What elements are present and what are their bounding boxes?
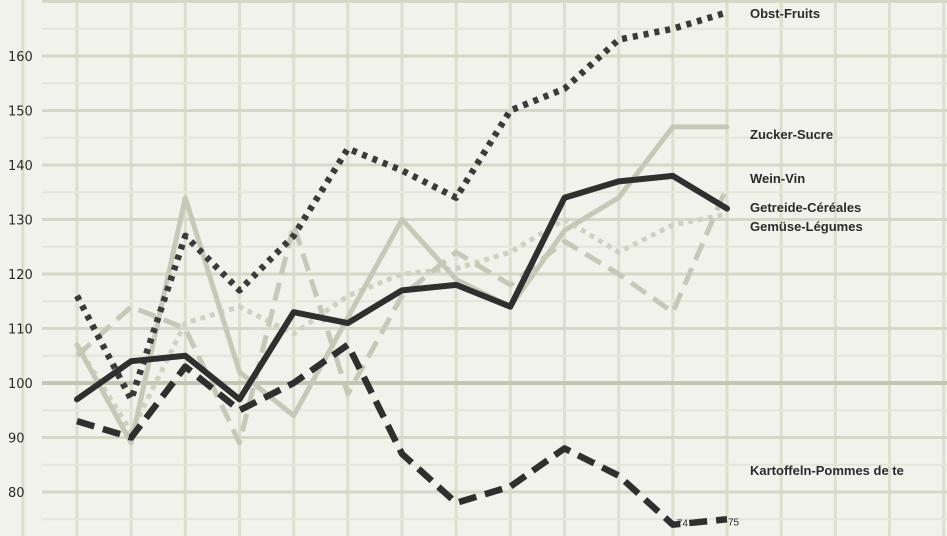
series-line-kartoffeln-pommes-de-terre [76, 341, 728, 528]
series-line-getreide-c-r-ales [75, 185, 730, 446]
y-tick-label: 100 [8, 377, 33, 392]
y-tick-label: 90 [8, 432, 25, 447]
series-label-kartoffeln: Kartoffeln-Pommes de te [750, 463, 904, 478]
end-label-74: 74 [677, 519, 689, 530]
series-lines [74, 9, 730, 528]
series-line-gem-se-l-gumes [74, 211, 728, 435]
y-axis-ticks: 80 90 100 110 120 130 140 150 160 [8, 50, 33, 501]
series-label-getreide-cereales: Getreide-Céréales [750, 200, 861, 215]
series-line-wein-vin [74, 172, 730, 403]
series-label-wein-vin: Wein-Vin [750, 171, 805, 186]
end-label-75: 75 [728, 517, 740, 528]
y-tick-label: 160 [8, 50, 33, 65]
y-tick-label: 80 [8, 486, 25, 501]
y-tick-label: 140 [8, 159, 33, 174]
series-line-obst-fruits [74, 9, 728, 403]
y-tick-label: 110 [8, 323, 33, 338]
series-label-obst-fruits: Obst-Fruits [750, 6, 820, 21]
y-tick-label: 130 [8, 214, 33, 229]
x-end-labels: 74 75 [677, 517, 740, 529]
grid [21, 0, 947, 536]
series-line-zucker-sucre [74, 124, 730, 446]
y-tick-label: 150 [8, 105, 33, 120]
series-label-zucker-sucre: Zucker-Sucre [750, 127, 833, 142]
series-label-gemuese-legumes: Gemüse-Légumes [750, 219, 863, 234]
y-tick-label: 120 [8, 268, 33, 283]
